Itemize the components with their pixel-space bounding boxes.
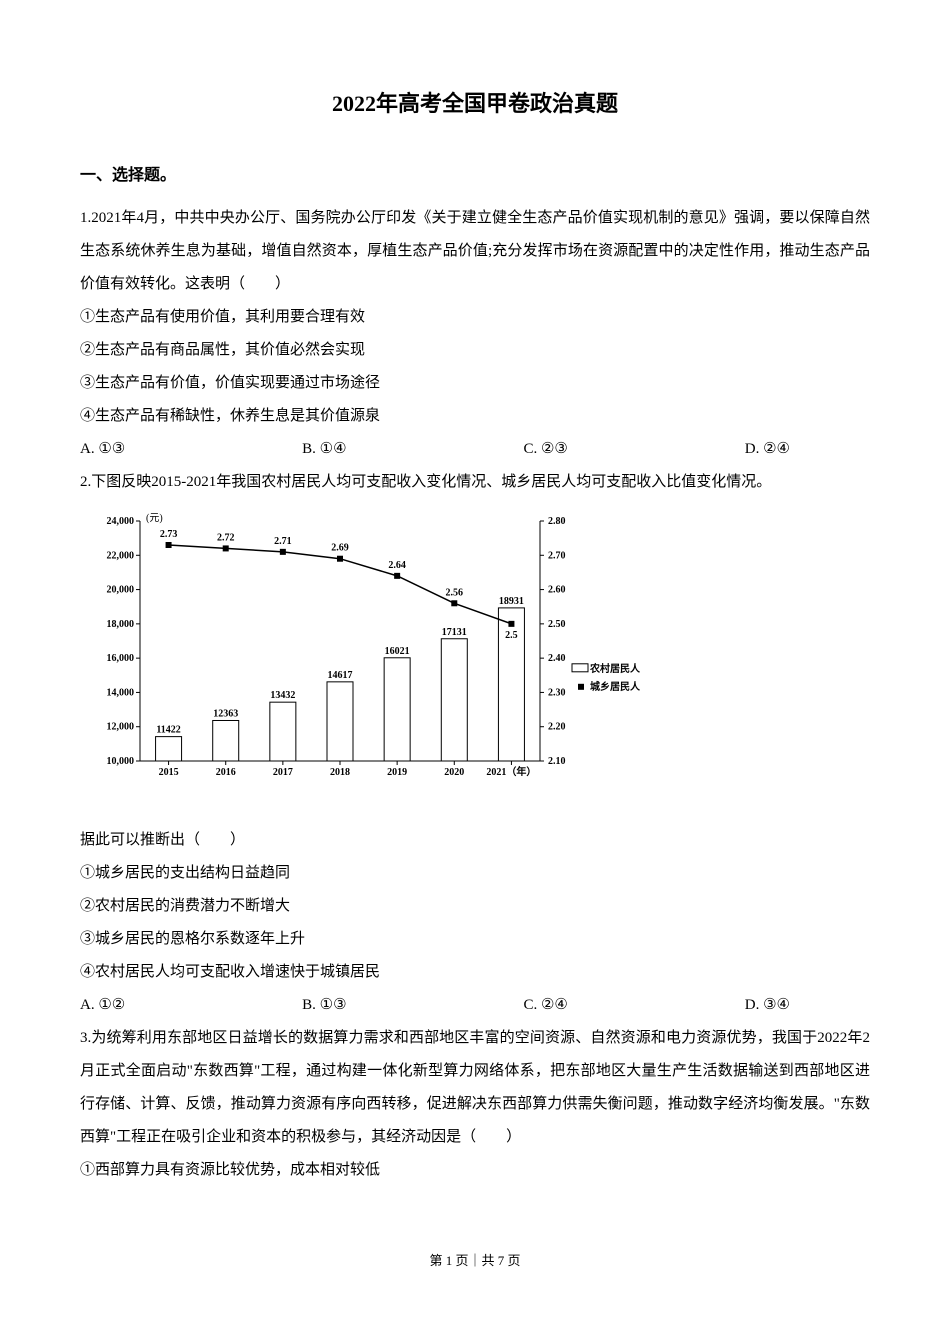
svg-text:2.10: 2.10 xyxy=(548,756,566,767)
q2-optB: B. ①③ xyxy=(302,989,346,1022)
chart-container: (元) 10,000 12,000 14,000 16,000 18,000 20,000 2… xyxy=(80,511,870,814)
q1-options: A. ①③ B. ①④ C. ②③ D. ②④ xyxy=(80,433,870,466)
svg-text:2017: 2017 xyxy=(273,767,293,778)
q2-optC: C. ②④ xyxy=(523,989,567,1022)
q1-stem: 1.2021年4月，中共中央办公厅、国务院办公厅印发《关于建立健全生态产品价值实… xyxy=(80,202,870,301)
svg-text:18,000: 18,000 xyxy=(107,618,135,629)
svg-text:2019: 2019 xyxy=(387,767,407,778)
svg-text:12,000: 12,000 xyxy=(107,721,135,732)
svg-text:2.56: 2.56 xyxy=(446,587,464,598)
q2-stem: 2.下图反映2015-2021年我国农村居民人均可支配收入变化情况、城乡居民人均… xyxy=(80,466,870,499)
svg-text:14617: 14617 xyxy=(328,669,353,680)
svg-text:城乡居民人均可支配收入比值: 城乡居民人均可支配收入比值 xyxy=(590,679,640,692)
q2-after: 据此可以推断出（ ） xyxy=(80,824,870,857)
svg-text:18931: 18931 xyxy=(499,595,524,606)
section-heading: 一、选择题。 xyxy=(80,158,870,193)
q1-opt4: ④生态产品有稀缺性，休养生息是其价值源泉 xyxy=(80,400,870,433)
svg-text:10,000: 10,000 xyxy=(107,756,135,767)
q1-opt3: ③生态产品有价值，价值实现要通过市场途径 xyxy=(80,367,870,400)
page-title: 2022年高考全国甲卷政治真题 xyxy=(80,80,870,128)
svg-text:2020: 2020 xyxy=(444,767,464,778)
svg-text:2.73: 2.73 xyxy=(160,529,178,540)
q1-optA: A. ①③ xyxy=(80,433,125,466)
q2-opt1: ①城乡居民的支出结构日益趋同 xyxy=(80,857,870,890)
svg-text:2018: 2018 xyxy=(330,767,350,778)
svg-text:16021: 16021 xyxy=(385,645,410,656)
svg-text:24,000: 24,000 xyxy=(107,516,135,527)
svg-text:16,000: 16,000 xyxy=(107,653,135,664)
income-chart: (元) 10,000 12,000 14,000 16,000 18,000 20,000 2… xyxy=(80,511,640,801)
svg-text:2.50: 2.50 xyxy=(548,618,566,629)
svg-text:14,000: 14,000 xyxy=(107,687,135,698)
svg-text:2.5: 2.5 xyxy=(505,629,518,640)
q1-optD: D. ②④ xyxy=(745,433,790,466)
q2-opt4: ④农村居民人均可支配收入增速快于城镇居民 xyxy=(80,956,870,989)
svg-text:2021（年）: 2021（年） xyxy=(486,765,536,778)
svg-text:2.60: 2.60 xyxy=(548,584,566,595)
svg-text:2.71: 2.71 xyxy=(274,535,292,546)
q2-optA: A. ①② xyxy=(80,989,125,1022)
q3-stem: 3.为统筹利用东部地区日益增长的数据算力需求和西部地区丰富的空间资源、自然资源和… xyxy=(80,1022,870,1154)
svg-text:20,000: 20,000 xyxy=(107,584,135,595)
svg-text:2.20: 2.20 xyxy=(548,721,566,732)
svg-text:11422: 11422 xyxy=(156,724,180,735)
page-footer: 第 1 页｜共 7 页 xyxy=(80,1247,870,1276)
q2-optD: D. ③④ xyxy=(745,989,790,1022)
svg-text:农村居民人均可支配收入（元）: 农村居民人均可支配收入（元） xyxy=(589,661,640,674)
svg-text:2.72: 2.72 xyxy=(217,532,235,543)
q1-opt2: ②生态产品有商品属性，其价值必然会实现 xyxy=(80,334,870,367)
svg-text:2.30: 2.30 xyxy=(548,687,566,698)
q1-optB: B. ①④ xyxy=(302,433,346,466)
q2-opt2: ②农村居民的消费潜力不断增大 xyxy=(80,890,870,923)
svg-text:2.69: 2.69 xyxy=(331,542,349,553)
q1-optC: C. ②③ xyxy=(523,433,567,466)
svg-text:2.80: 2.80 xyxy=(548,516,566,527)
q1-opt1: ①生态产品有使用价值，其利用要合理有效 xyxy=(80,301,870,334)
svg-text:2.64: 2.64 xyxy=(388,559,406,570)
svg-text:17131: 17131 xyxy=(442,626,467,637)
svg-text:22,000: 22,000 xyxy=(107,550,135,561)
q2-options: A. ①② B. ①③ C. ②④ D. ③④ xyxy=(80,989,870,1022)
svg-text:2015: 2015 xyxy=(159,767,179,778)
q3-opt1: ①西部算力具有资源比较优势，成本相对较低 xyxy=(80,1154,870,1187)
svg-text:2016: 2016 xyxy=(216,767,236,778)
svg-text:12363: 12363 xyxy=(213,708,238,719)
svg-text:2.40: 2.40 xyxy=(548,653,566,664)
svg-text:(元): (元) xyxy=(146,513,163,524)
q2-opt3: ③城乡居民的恩格尔系数逐年上升 xyxy=(80,923,870,956)
svg-text:2.70: 2.70 xyxy=(548,550,566,561)
svg-text:13432: 13432 xyxy=(270,690,295,701)
